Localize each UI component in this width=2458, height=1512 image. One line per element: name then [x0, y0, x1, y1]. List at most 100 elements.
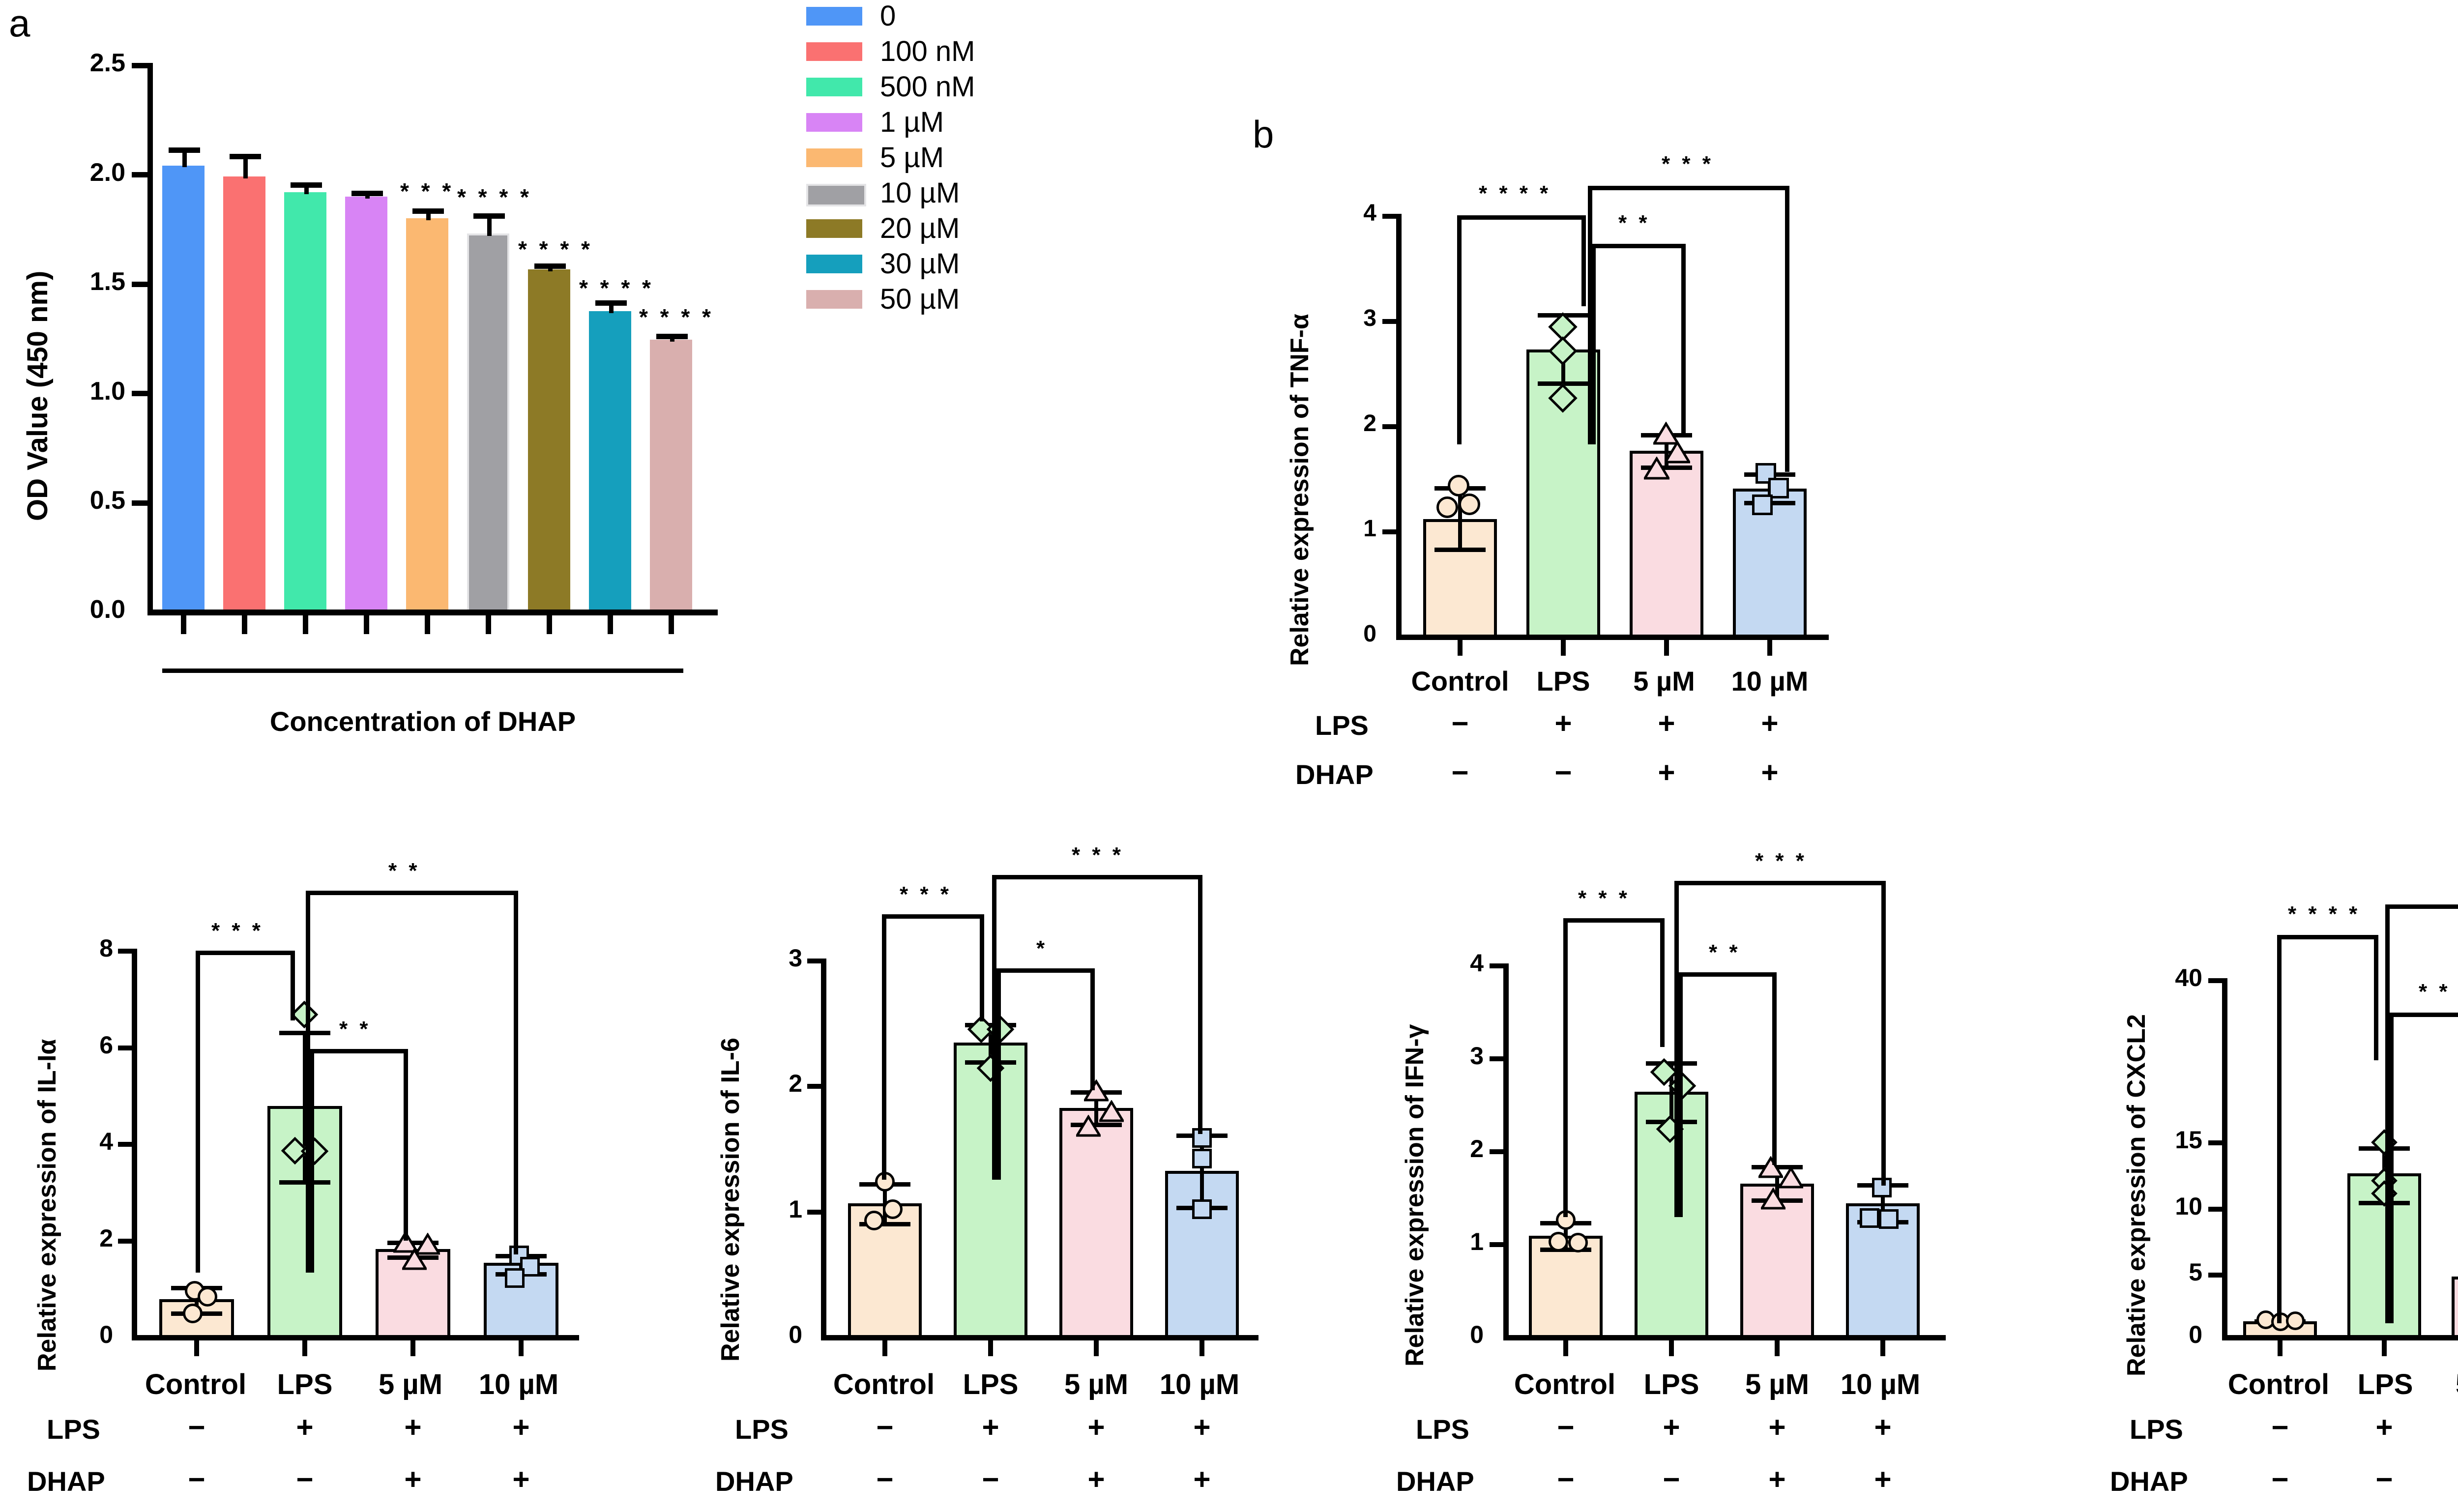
panel-ifng-y-axis-line [1503, 963, 1509, 1340]
legend-label-2: 500 nM [880, 71, 975, 103]
panel-il6-lps-5um: + [1087, 1411, 1105, 1444]
panel-a-sig-4: * * * [400, 178, 454, 204]
bar-3 [345, 197, 387, 610]
panel-cxcl2-y-tick-40: 40 [2175, 964, 2202, 991]
panel-cxcl2-row-label-lps: LPS [2130, 1414, 2183, 1445]
panel-il1a-x-tick-5um: 5 µM [378, 1368, 443, 1400]
data-point [1860, 1208, 1879, 1228]
bar-5um [2452, 1277, 2458, 1335]
panel-b-y-axis-label: Relative expression of TNF-α [1286, 314, 1314, 666]
sig-stars-lps-10um: * * * [1755, 849, 1807, 873]
panel-il1a-x-axis-line [132, 1335, 579, 1340]
panel-ifng-dhap-lps: − [1663, 1463, 1680, 1496]
panel-il6-y-tick-3: 3 [789, 944, 802, 972]
panel-ifng-x-tick-5um: 5 µM [1745, 1368, 1810, 1400]
panel-b-x-axis-line [1396, 635, 1829, 640]
panel-il6-dhap-lps: − [982, 1463, 999, 1496]
legend-swatch-4 [806, 148, 862, 167]
bar-4 [406, 218, 448, 610]
data-point [183, 1304, 203, 1323]
panel-cxcl2-row-label-d: DHAP [2110, 1466, 2188, 1497]
data-point [864, 1211, 884, 1230]
panel-b-y-tick-3: 3 [1363, 305, 1376, 331]
panel-b-y-tick-4: 4 [1363, 200, 1376, 226]
sig-stars-lps-5um: * [1036, 936, 1048, 960]
sig-stars-lps-5um: * * [1709, 940, 1741, 964]
panel-a-y-tick-2_0: 2.0 [89, 158, 125, 187]
panel-a-y-tick-1_5: 1.5 [89, 267, 125, 296]
legend-swatch-0 [806, 7, 862, 26]
legend-swatch-3 [806, 113, 862, 132]
panel-b-y-tick-1: 1 [1363, 516, 1376, 542]
data-point [1752, 494, 1773, 515]
panel-cxcl2-dhap-lps: − [2375, 1463, 2393, 1496]
panel-ifng: Relative expression of IFN-γ 4 3 2 1 0 [1362, 806, 2050, 1512]
panel-ifng-y-axis-label: Relative expression of IFN-γ [1401, 1024, 1429, 1367]
panel-a-y-tick-0_5: 0.5 [89, 486, 125, 515]
sig-stars-lps-5um: * * * * [2419, 980, 2458, 1004]
panel-cxcl2-y-tick-10: 10 [2175, 1192, 2202, 1220]
panel-il6: Relative expression of IL-6 3 2 1 0 [683, 806, 1342, 1512]
panel-il6-y-axis-line [821, 959, 826, 1340]
panel-b-y-axis-line [1396, 214, 1402, 640]
data-point [1879, 1209, 1899, 1229]
bar-7 [589, 311, 631, 610]
sig-stars-lps-5um: * * [1618, 211, 1650, 235]
panel-il1a-dhap-10um: + [512, 1463, 530, 1496]
sig-stars-control-lps: * * * [211, 919, 263, 943]
panel-cxcl2-x-tick-lps: LPS [2357, 1368, 2413, 1400]
panel-il1a-y-tick-2: 2 [99, 1224, 113, 1252]
panel-a-y-tick-0_0: 0.0 [89, 595, 125, 624]
panel-ifng-row-label-lps: LPS [1416, 1414, 1469, 1445]
panel-a-group-underline [162, 669, 683, 673]
legend-swatch-2 [806, 78, 862, 96]
panel-cxcl2-y-tick-15: 15 [2175, 1126, 2202, 1154]
panel-il6-x-tick-control: Control [833, 1368, 935, 1400]
sig-stars-lps-5um: * * [339, 1017, 371, 1041]
panel-cxcl2-dhap-5um: + [2454, 1465, 2458, 1494]
panel-ifng-y-tick-1: 1 [1470, 1228, 1484, 1255]
panel-il6-x-tick-10um: 10 µM [1159, 1368, 1240, 1400]
panel-ifng-dhap-control: − [1557, 1463, 1575, 1496]
data-point [1653, 422, 1679, 445]
panel-cxcl2-x-tick-5um: 5 µM [2433, 1370, 2458, 1399]
panel-il1a: Relative expression of IL-Iα 8 6 4 2 0 [0, 806, 688, 1512]
bar-0 [162, 166, 205, 610]
panel-b-lps-5um: + [1658, 707, 1675, 740]
panel-il6-y-tick-0: 0 [789, 1321, 802, 1348]
panel-b-dhap-control: − [1451, 756, 1469, 789]
data-point [1459, 494, 1480, 515]
bar-1 [223, 176, 265, 610]
data-point [883, 1199, 903, 1219]
panel-ifng-lps-lps: + [1663, 1411, 1680, 1444]
data-point [1076, 1115, 1101, 1137]
panel-il6-y-tick-2: 2 [789, 1070, 802, 1097]
legend-label-4: 5 µM [880, 142, 944, 174]
panel-a-y-axis-label: OD Value (450 nm) [22, 270, 54, 521]
panel-cxcl2: Relative expression of CXCL2 40 15 10 5 … [2075, 806, 2458, 1512]
panel-a: a OD Value (450 nm) 2.5 2.0 1.5 1.0 0.5 … [0, 0, 1155, 767]
panel-b-x-tick-5um: 5 µM [1633, 666, 1695, 697]
panel-cxcl2-y-tick-0: 0 [2189, 1321, 2202, 1348]
panel-il1a-lps-lps: + [296, 1411, 314, 1444]
legend-swatch-8 [806, 290, 862, 309]
panel-a-sig-7: * * * * [579, 275, 654, 301]
legend-swatch-6 [806, 219, 862, 238]
panel-ifng-lps-control: − [1557, 1411, 1575, 1444]
panel-a-x-axis-line [147, 610, 718, 615]
panel-il6-row-label-lps: LPS [735, 1414, 789, 1445]
legend-label-7: 30 µM [880, 248, 960, 280]
panel-a-sig-8: * * * * [639, 304, 714, 330]
panel-ifng-x-tick-control: Control [1514, 1368, 1616, 1400]
sig-stars-control-lps: * * * [1578, 886, 1630, 910]
sig-stars-lps-10um: * * * [1072, 843, 1124, 867]
panel-ifng-x-tick-lps: LPS [1643, 1368, 1699, 1400]
panel-il1a-y-axis-label: Relative expression of IL-Iα [33, 1039, 61, 1371]
panel-b-lps-10um: + [1761, 707, 1779, 740]
panel-il1a-lps-10um: + [512, 1411, 530, 1444]
panel-ifng-y-tick-2: 2 [1470, 1135, 1484, 1163]
panel-il1a-lps-5um: + [404, 1411, 422, 1444]
panel-il1a-lps-control: − [188, 1411, 205, 1444]
data-point [1549, 1232, 1568, 1251]
panel-a-x-axis-label: Concentration of DHAP [269, 706, 576, 737]
